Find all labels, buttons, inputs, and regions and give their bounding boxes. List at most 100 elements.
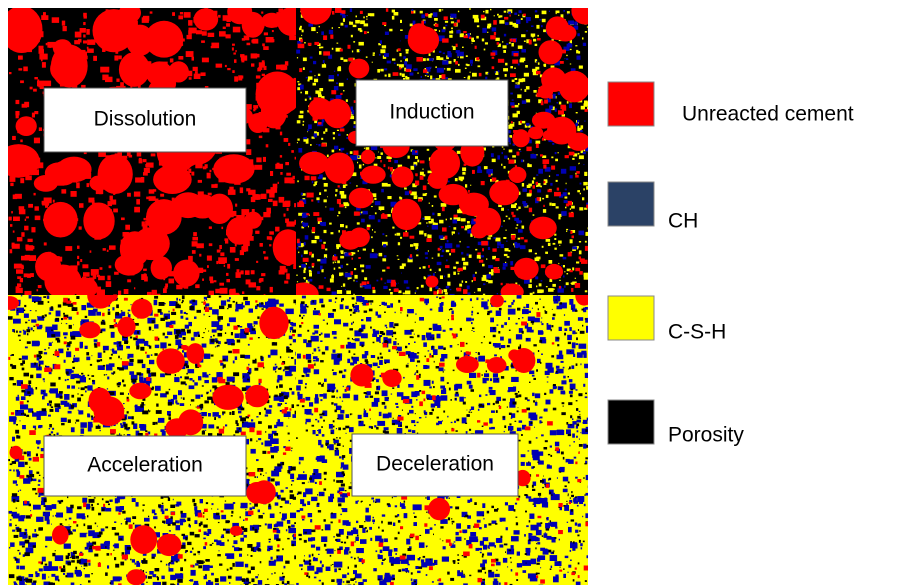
phase-speck [10,463,13,465]
phase-speck [116,304,119,308]
phase-speck [247,43,251,46]
phase-speck [52,342,53,343]
phase-speck [65,519,66,521]
phase-speck [203,565,210,571]
phase-speck [485,42,488,44]
phase-speck [313,184,315,186]
phase-speck [521,160,524,163]
phase-speck [223,537,224,538]
phase-speck [251,419,253,421]
phase-speck [152,387,154,389]
phase-speck [204,400,209,403]
phase-speck [26,415,29,417]
phase-speck [440,275,443,279]
phase-speck [575,45,577,46]
phase-speck [335,260,336,261]
phase-speck [472,280,473,282]
phase-speck [203,166,207,169]
phase-speck [256,459,259,461]
phase-speck [39,127,42,131]
phase-speck [76,296,79,299]
phase-speck [123,403,125,404]
phase-speck [346,225,348,228]
phase-speck [315,236,320,239]
phase-speck [316,144,317,145]
phase-speck [516,209,518,211]
phase-speck [561,211,566,216]
phase-speck [372,62,373,63]
phase-speck [61,323,62,324]
phase-speck [523,14,526,16]
phase-speck [438,253,440,256]
phase-speck [329,30,333,34]
phase-speck [218,333,223,337]
phase-speck [170,58,174,62]
phase-speck [76,524,78,526]
phase-speck [90,250,92,252]
phase-speck [405,76,407,79]
phase-speck [34,364,35,366]
phase-speck [107,388,108,389]
phase-speck [185,325,189,329]
phase-speck [159,302,160,303]
phase-speck [21,232,24,237]
phase-speck [297,247,299,249]
phase-speck [520,121,522,124]
phase-speck [89,547,92,549]
phase-speck [269,561,270,563]
phase-speck [563,10,565,12]
phase-speck [511,235,515,240]
phase-speck [166,391,169,394]
phase-speck [105,546,106,548]
phase-speck [290,503,291,504]
phase-speck [68,411,72,414]
phase-speck [491,153,494,157]
phase-speck [415,173,418,176]
phase-speck [69,341,72,344]
phase-speck [111,354,113,356]
phase-speck [14,535,19,538]
phase-speck [88,530,95,536]
phase-speck [13,514,20,519]
phase-speck [22,546,25,548]
phase-speck [9,72,12,74]
phase-speck [564,58,565,59]
phase-speck [422,169,423,170]
phase-speck [316,197,319,200]
phase-speck [563,257,567,260]
phase-speck [576,50,578,54]
phase-speck [504,148,505,150]
phase-speck [392,16,395,20]
phase-speck [81,305,86,310]
phase-speck [546,239,551,242]
phase-speck [27,451,31,456]
phase-speck [9,511,13,514]
phase-speck [567,101,569,103]
phase-speck [204,576,207,579]
phase-speck [274,425,277,428]
phase-speck [258,438,261,440]
cement-grain [547,117,576,145]
phase-speck [334,268,336,270]
phase-speck [233,372,239,376]
phase-speck [198,376,201,380]
phase-speck [387,196,391,199]
phase-speck [175,335,179,339]
phase-speck [158,418,164,423]
phase-speck [119,342,121,344]
phase-speck [464,35,468,38]
phase-speck [505,248,509,251]
phase-speck [24,314,29,318]
phase-speck [16,269,23,274]
phase-speck [477,25,479,27]
phase-speck [208,413,211,417]
phase-speck [583,188,585,190]
phase-speck [440,249,441,250]
phase-speck [580,130,583,132]
phase-speck [106,508,112,512]
phase-speck [165,509,168,511]
phase-speck [239,554,242,557]
phase-speck [39,351,43,354]
phase-speck [16,113,19,118]
phase-speck [338,134,341,136]
